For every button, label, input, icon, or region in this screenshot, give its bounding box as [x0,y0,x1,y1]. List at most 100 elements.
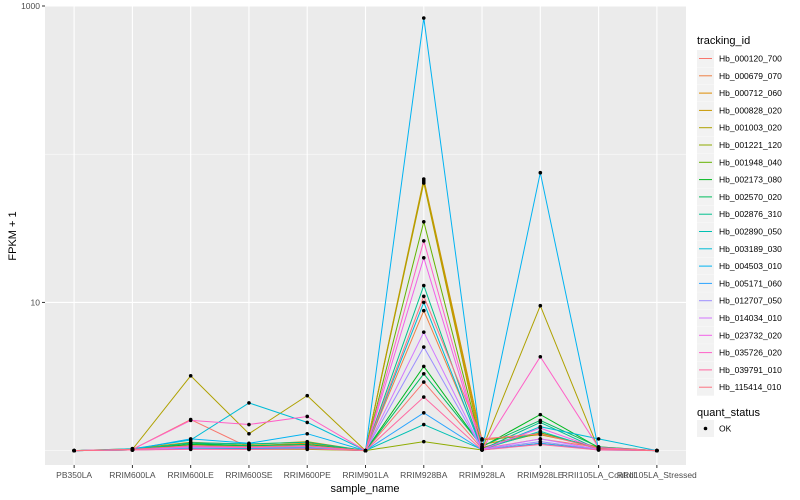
legend-label: Hb_002173_080 [719,175,782,185]
data-point [421,300,426,305]
legend-shape-label: OK [719,424,732,434]
data-point [305,446,310,451]
data-point [305,420,310,425]
data-point [247,422,251,427]
x-tick-label: RRIM600PE [284,470,332,480]
legend-label: Hb_004503_010 [719,261,782,271]
data-point [480,444,484,449]
data-point [421,239,426,243]
x-axis: PB350LA RRIM600LA RRIM600LE RRIM600SE RRIM60… [56,465,697,480]
data-point [247,401,251,405]
data-point [305,440,310,445]
data-point [421,371,426,376]
data-point [421,345,426,349]
data-point [421,308,426,313]
data-point [188,447,193,452]
y-axis: 10 1000 [21,1,45,307]
x-tick-label: RRIM600SE [225,470,273,480]
legend-label: Hb_002890_050 [719,227,782,237]
legend-label: Hb_002570_020 [719,192,782,202]
legend-label: Hb_023732_020 [719,330,782,340]
data-point [421,256,426,260]
data-point [421,439,426,444]
legend-label: Hb_115414_010 [719,382,782,392]
data-point [538,426,543,430]
x-tick-label: RRIM901LA [342,470,389,480]
x-axis-title: sample_name [330,483,399,495]
data-points [72,16,659,453]
data-point [247,445,251,449]
data-point [421,422,426,427]
data-point [538,442,543,447]
data-point [538,420,543,425]
x-tick-label: RRII105LA_Stressed [617,470,697,480]
x-tick-label: RRIM928BA [400,470,448,480]
data-point [188,418,193,423]
data-point [421,411,426,415]
legend-label: Hb_014034_010 [719,313,782,323]
data-point [72,448,76,453]
x-tick-label: RRIM600LE [168,470,215,480]
x-tick-label: PB350LA [56,470,92,480]
legend-label: Hb_000712_060 [719,88,782,98]
data-point [421,294,426,299]
data-point [421,181,426,185]
data-point [538,439,543,444]
data-point [188,440,193,445]
data-point [538,170,543,175]
legend-label: Hb_012707_050 [719,296,782,306]
data-point [538,437,543,441]
legend-label: Hb_003189_030 [719,244,782,254]
data-point [421,330,426,334]
data-point [305,393,310,398]
data-point [188,373,193,378]
legend-label: Hb_005171_060 [719,278,782,288]
data-point [305,431,310,436]
y-tick-label: 10 [31,297,41,307]
legend-items: Hb_000120_700 Hb_000679_070 Hb_000712_060 H… [697,50,782,396]
data-point [538,431,543,436]
legend-label: Hb_000120_700 [719,54,782,64]
legend-label: Hb_002876_310 [719,209,782,219]
x-tick-label: RRIM600LA [109,470,156,480]
x-tick-label: RRIM928LA [459,470,506,480]
data-point [421,219,426,224]
legend-label: Hb_001221_120 [719,140,782,150]
data-point [421,177,426,181]
data-point [421,380,426,384]
legend-label: Hb_000828_020 [719,105,782,115]
x-tick-label: RRII105LA_Control [562,470,636,480]
data-point [538,303,543,308]
legend: tracking_id Hb_000120_700Hb_000679_070Hb… [697,35,782,437]
data-point [538,412,543,417]
data-point [655,448,659,453]
data-point [305,443,310,448]
data-point [421,283,426,288]
legend-shape-point [703,426,708,431]
y-tick-label: 1000 [21,1,40,11]
legend-label: Hb_001948_040 [719,157,782,167]
legend-label: Hb_000679_070 [719,71,782,81]
legend-title: tracking_id [697,35,750,47]
data-point [538,354,543,359]
data-point [247,447,251,452]
data-point [188,443,193,448]
data-point [596,446,601,451]
data-point [305,414,310,419]
data-point [188,437,193,441]
data-point [247,431,251,436]
y-axis-title: FPKM + 1 [7,211,19,260]
data-point [480,448,484,452]
legend-shape-title: quant_status [697,407,760,419]
data-point [480,437,484,441]
data-point [596,437,601,441]
data-point [421,364,426,369]
data-point [421,395,426,399]
data-point [247,441,251,446]
grid-lines [45,5,686,465]
data-point [363,448,368,453]
data-point [421,16,426,20]
data-point [130,447,135,452]
